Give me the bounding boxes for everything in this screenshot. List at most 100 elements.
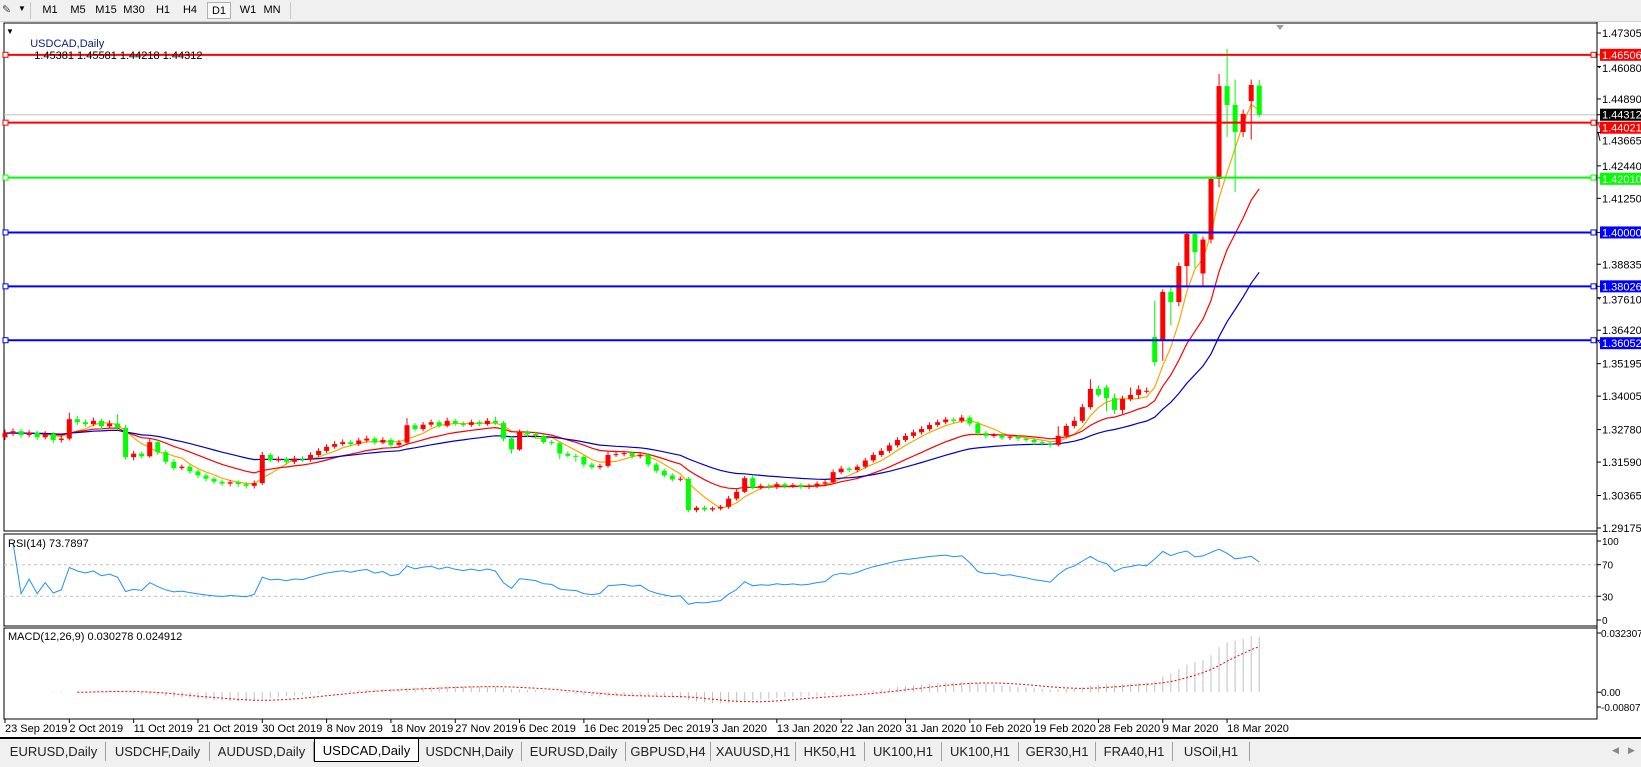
bear-candle[interactable] — [581, 456, 587, 465]
bull-candle[interactable] — [1176, 266, 1182, 303]
bear-candle[interactable] — [50, 433, 56, 440]
bull-candle[interactable] — [275, 459, 281, 461]
bear-candle[interactable] — [299, 458, 305, 460]
chart-window[interactable]: 1.47305 1.46506 1.46080 1.44890 1.44312 1.440… — [0, 22, 1641, 737]
bull-candle[interactable] — [428, 422, 434, 425]
line-anchor-handle[interactable] — [1590, 119, 1597, 126]
bear-candle[interactable] — [163, 452, 169, 462]
bull-candle[interactable] — [396, 442, 402, 445]
bear-candle[interactable] — [782, 484, 788, 487]
bull-candle[interactable] — [251, 483, 257, 486]
bear-candle[interactable] — [653, 464, 659, 471]
chart-menu-triangle-icon[interactable]: ▼ — [6, 27, 14, 36]
bear-candle[interactable] — [509, 438, 515, 450]
bull-candle[interactable] — [1144, 390, 1150, 392]
bear-candle[interactable] — [243, 484, 249, 486]
bull-candle[interactable] — [1216, 86, 1222, 179]
bull-candle[interactable] — [380, 439, 386, 443]
bear-candle[interactable] — [766, 485, 772, 487]
bull-candle[interactable] — [1120, 398, 1126, 410]
bull-candle[interactable] — [693, 507, 699, 511]
bear-candle[interactable] — [82, 422, 88, 425]
bear-candle[interactable] — [645, 454, 651, 465]
bull-candle[interactable] — [517, 432, 523, 450]
bull-candle[interactable] — [894, 439, 900, 446]
bear-candle[interactable] — [967, 417, 973, 424]
bull-candle[interactable] — [1136, 389, 1142, 395]
bull-candle[interactable] — [854, 466, 860, 470]
tab-usdchf-daily[interactable]: USDCHF,Daily — [106, 742, 210, 761]
bull-candle[interactable] — [1160, 291, 1166, 341]
bear-candle[interactable] — [525, 432, 531, 434]
bull-candle[interactable] — [1079, 407, 1085, 421]
chevron-down-icon[interactable]: ▼ — [18, 4, 26, 13]
bull-candle[interactable] — [90, 420, 96, 425]
bear-candle[interactable] — [565, 453, 571, 456]
bear-candle[interactable] — [211, 478, 217, 482]
bear-candle[interactable] — [669, 475, 675, 480]
bull-candle[interactable] — [1071, 420, 1077, 427]
tab-usoil-h1[interactable]: USOil,H1 — [1173, 742, 1250, 761]
tab-gbpusd-h4[interactable]: GBPUSD,H4 — [626, 742, 711, 761]
tab-xauusd-h1[interactable]: XAUUSD,H1 — [711, 742, 796, 761]
bear-candle[interactable] — [171, 461, 177, 469]
bear-candle[interactable] — [1095, 388, 1101, 395]
bull-candle[interactable] — [870, 454, 876, 461]
timeframe-w1-button[interactable]: W1 — [239, 4, 257, 16]
bull-candle[interactable] — [878, 450, 884, 455]
bull-candle[interactable] — [58, 438, 64, 440]
bull-candle[interactable] — [332, 444, 338, 447]
bull-candle[interactable] — [621, 453, 627, 455]
bull-candle[interactable] — [356, 440, 362, 445]
bear-candle[interactable] — [1023, 438, 1029, 440]
bull-candle[interactable] — [726, 498, 732, 507]
bull-candle[interactable] — [919, 429, 925, 433]
timeframe-h1-button[interactable]: H1 — [155, 4, 171, 16]
bull-candle[interactable] — [911, 432, 917, 436]
bear-candle[interactable] — [115, 423, 121, 428]
bear-candle[interactable] — [533, 433, 539, 436]
bear-candle[interactable] — [139, 453, 145, 457]
bull-candle[interactable] — [227, 482, 233, 484]
tab-uk100-h1[interactable]: UK100,H1 — [865, 742, 942, 761]
bull-candle[interactable] — [718, 506, 724, 509]
bull-candle[interactable] — [259, 454, 265, 484]
bull-candle[interactable] — [1128, 394, 1134, 399]
bear-candle[interactable] — [701, 507, 707, 510]
bull-candle[interactable] — [862, 460, 868, 467]
bull-candle[interactable] — [316, 450, 322, 455]
bear-candle[interactable] — [975, 423, 981, 434]
bull-candle[interactable] — [1208, 178, 1214, 240]
bear-candle[interactable] — [1224, 86, 1230, 105]
timeframe-d1-button[interactable]: D1 — [207, 2, 231, 19]
bull-candle[interactable] — [742, 478, 748, 492]
bull-candle[interactable] — [605, 454, 611, 466]
tab-eurusd-daily[interactable]: EURUSD,Daily — [2, 742, 106, 761]
bear-candle[interactable] — [1192, 234, 1198, 253]
tab-hk50-h1[interactable]: HK50,H1 — [796, 742, 865, 761]
tab-usdcnh-daily[interactable]: USDCNH,Daily — [418, 742, 522, 761]
bear-candle[interactable] — [123, 427, 129, 458]
line-anchor-handle[interactable] — [2, 283, 9, 290]
bear-candle[interactable] — [1047, 443, 1053, 445]
bull-candle[interactable] — [404, 425, 410, 443]
bear-candle[interactable] — [219, 481, 225, 484]
bull-candle[interactable] — [1184, 234, 1190, 267]
bull-candle[interactable] — [597, 465, 603, 468]
bull-candle[interactable] — [943, 419, 949, 423]
bear-candle[interactable] — [203, 475, 209, 479]
line-anchor-handle[interactable] — [2, 174, 9, 181]
tab-audusd-daily[interactable]: AUDUSD,Daily — [210, 742, 314, 761]
bear-candle[interactable] — [267, 454, 273, 461]
bull-candle[interactable] — [1055, 435, 1061, 445]
bear-candle[interactable] — [283, 459, 289, 462]
timeframe-mn-button[interactable]: MN — [263, 4, 281, 16]
bull-candle[interactable] — [822, 482, 828, 484]
bull-candle[interactable] — [1063, 426, 1069, 436]
bear-candle[interactable] — [348, 442, 354, 445]
timeframe-m5-button[interactable]: M5 — [70, 4, 86, 16]
bear-candle[interactable] — [1112, 398, 1118, 410]
bear-candle[interactable] — [98, 420, 104, 427]
tab-uk100-h1[interactable]: UK100,H1 — [942, 742, 1019, 761]
